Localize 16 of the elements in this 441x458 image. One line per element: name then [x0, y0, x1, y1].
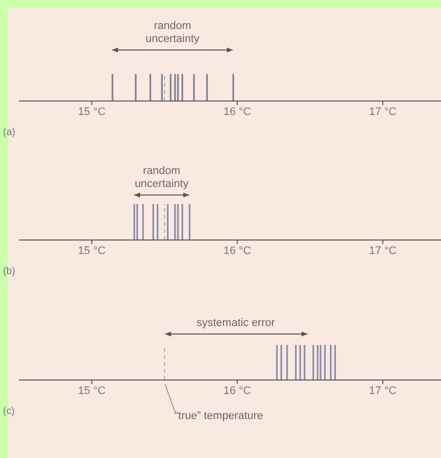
x-tick-label: 15 °C — [78, 106, 106, 118]
x-tick-label: 16 °C — [223, 106, 252, 118]
text: (b) — [3, 266, 16, 277]
text: (c) — [3, 406, 15, 417]
x-tick-label: 17 °C — [368, 106, 397, 118]
x-tick-label: 16 °C — [223, 244, 252, 257]
ref-line-label: “true” temperature — [174, 410, 264, 422]
text: (a) — [3, 127, 16, 138]
text: random uncertainty — [134, 165, 190, 191]
text: random uncertainty — [144, 20, 200, 46]
x-tick-label: 15 °C — [78, 244, 106, 257]
x-tick-label: 17 °C — [368, 384, 397, 397]
x-tick-label: 15 °C — [78, 384, 106, 397]
x-tick-label: 17 °C — [368, 244, 397, 257]
text: systematic error — [196, 317, 275, 330]
x-tick-label: 16 °C — [223, 384, 252, 397]
